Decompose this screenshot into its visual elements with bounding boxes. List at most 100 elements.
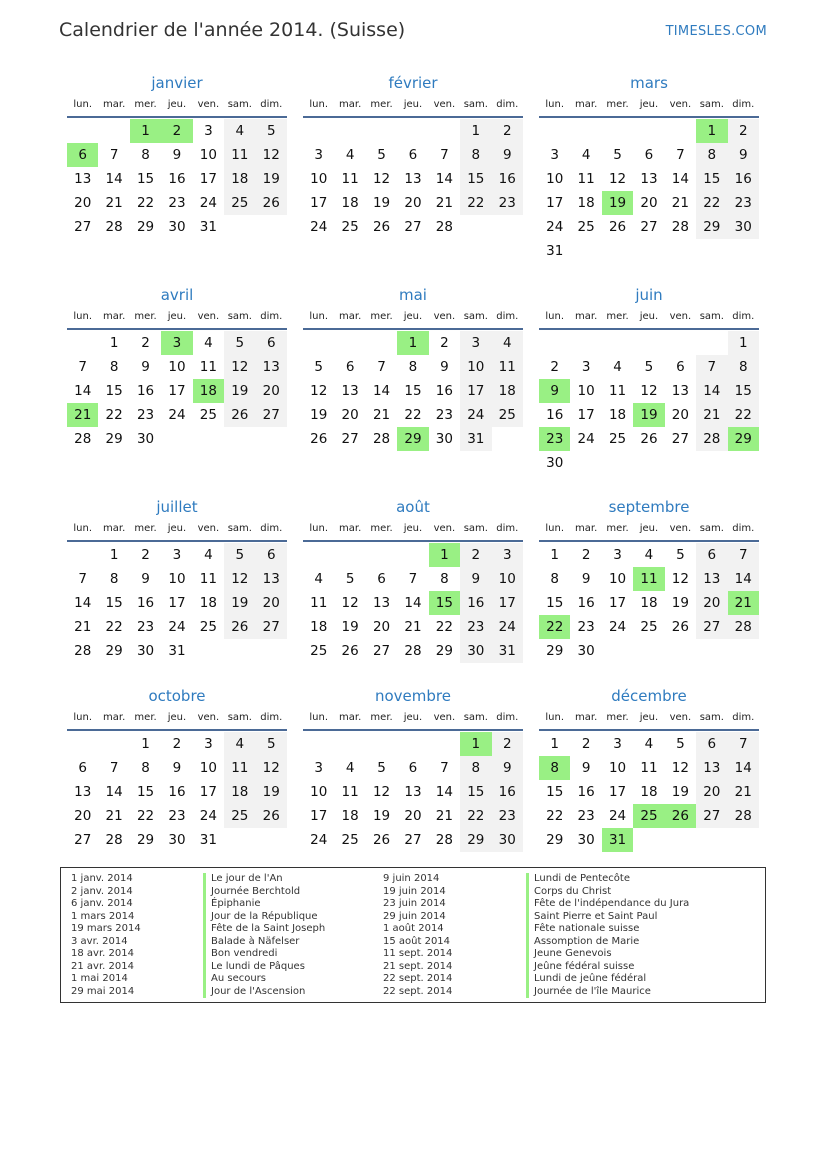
day-cell: 7 xyxy=(727,543,759,567)
day-cell: 24 xyxy=(577,431,595,447)
page-title: Calendrier de l'année 2014. (Suisse) xyxy=(59,19,406,41)
day-grid: 1 2 3 4 5 6 7 8 9 10 11 12 13 14 15 16 17 18 19 20 21 22 23 24 2… xyxy=(67,732,287,852)
day-cell: 22 xyxy=(136,195,155,211)
holiday-day-cell: 19 xyxy=(633,403,665,427)
day-cell: 21 xyxy=(696,403,728,427)
holiday-day-cell: 6 xyxy=(67,143,99,167)
holiday-day-cell: 3 xyxy=(161,331,193,355)
day-cell: 31 xyxy=(460,427,492,451)
day-cell: 2 xyxy=(491,119,523,143)
weekday-label: mer. xyxy=(606,712,629,723)
day-cell: 11 xyxy=(199,359,217,375)
empty-cell xyxy=(67,732,98,756)
legend-holiday-name: Fête de la Saint Joseph xyxy=(203,923,325,936)
day-cell: 12 xyxy=(224,355,256,379)
day-cell: 8 xyxy=(440,571,449,587)
day-grid: 1 2 3 4 5 6 7 8 9 10 11 12 13 14 15 16 17 18 19 20 21 22 23 24 2… xyxy=(303,119,523,239)
day-cell: 15 xyxy=(136,171,155,187)
empty-cell xyxy=(429,732,460,756)
day-cell: 5 xyxy=(224,331,256,355)
empty-cell xyxy=(366,331,397,355)
day-cell: 12 xyxy=(608,171,627,187)
day-cell: 15 xyxy=(460,167,492,191)
weekday-label: lun. xyxy=(309,712,329,723)
holiday-day-cell: 1 xyxy=(460,732,492,756)
day-cell: 29 xyxy=(435,643,453,659)
day-cell: 15 xyxy=(696,167,728,191)
legend-holiday-name: Jour de l'Ascension xyxy=(203,985,305,999)
legend-date: 3 avr. 2014 xyxy=(71,935,128,947)
month-title: janvier xyxy=(151,74,203,92)
holiday-day-cell: 25 xyxy=(633,804,665,828)
day-cell: 12 xyxy=(255,756,287,780)
day-cell: 18 xyxy=(577,195,595,211)
month-avril: avril lun. mar. mer. jeu. ven. sam. dim. 1 2 3 4 5 6 7… xyxy=(67,282,287,451)
weekday-label: mer. xyxy=(370,99,393,110)
legend-date: 18 avr. 2014 xyxy=(71,948,134,960)
day-cell: 16 xyxy=(546,407,564,423)
holiday-day-cell: 29 xyxy=(727,427,759,451)
day-cell: 9 xyxy=(141,359,150,375)
day-cell: 19 xyxy=(372,808,391,824)
day-cell: 30 xyxy=(136,431,155,447)
day-cell: 3 xyxy=(581,359,591,375)
day-cell: 26 xyxy=(224,403,256,427)
day-cell: 15 xyxy=(460,780,492,804)
day-cell: 2 xyxy=(172,736,182,752)
day-cell: 23 xyxy=(491,191,523,215)
day-cell: 16 xyxy=(136,595,155,611)
day-cell: 12 xyxy=(372,784,391,800)
day-cell: 22 xyxy=(460,191,492,215)
weekday-label: dim. xyxy=(732,523,755,534)
day-cell: 5 xyxy=(613,147,622,163)
day-cell: 7 xyxy=(78,359,87,375)
day-cell: 28 xyxy=(372,431,391,447)
empty-cell xyxy=(303,119,334,143)
day-cell: 13 xyxy=(341,383,359,399)
day-cell: 4 xyxy=(644,736,654,752)
empty-cell xyxy=(665,119,696,143)
day-cell: 25 xyxy=(199,407,217,423)
day-cell: 28 xyxy=(74,643,92,659)
day-cell: 5 xyxy=(377,147,386,163)
day-cell: 3 xyxy=(314,760,323,776)
weekday-label: mer. xyxy=(134,311,157,322)
day-cell: 26 xyxy=(224,615,256,639)
brand-link[interactable]: TIMESLES.COM xyxy=(665,24,767,39)
day-cell: 17 xyxy=(310,195,328,211)
month-title: octobre xyxy=(148,687,206,705)
weekday-label: sam. xyxy=(227,712,252,723)
day-cell: 25 xyxy=(577,219,595,235)
day-cell: 10 xyxy=(546,171,564,187)
weekday-label: dim. xyxy=(496,712,519,723)
day-cell: 11 xyxy=(224,143,256,167)
day-cell: 28 xyxy=(435,832,453,848)
day-cell: 9 xyxy=(172,147,182,163)
day-cell: 19 xyxy=(372,195,391,211)
month-title: mars xyxy=(630,74,668,92)
day-cell: 9 xyxy=(581,760,591,776)
day-cell: 13 xyxy=(74,784,92,800)
empty-cell xyxy=(334,732,365,756)
weekday-label: dim. xyxy=(732,99,755,110)
empty-cell xyxy=(366,732,397,756)
day-cell: 24 xyxy=(168,619,186,635)
empty-cell xyxy=(429,119,460,143)
month-title: juin xyxy=(635,286,663,304)
day-cell: 19 xyxy=(341,619,359,635)
weekday-label: dim. xyxy=(496,311,519,322)
day-cell: 21 xyxy=(404,619,422,635)
day-cell: 30 xyxy=(577,643,595,659)
day-cell: 19 xyxy=(255,167,287,191)
day-cell: 15 xyxy=(546,784,564,800)
day-cell: 22 xyxy=(105,407,123,423)
weekday-label: ven. xyxy=(433,523,456,534)
weekday-label: ven. xyxy=(669,712,692,723)
legend-holiday-name: Lundi de jeûne fédéral xyxy=(526,973,646,986)
holiday-day-cell: 1 xyxy=(397,331,429,355)
day-grid: 1 2 3 4 5 6 7 8 9 10 11 12 13 14 15 16 17 18 19 20 21 22 23 24 2… xyxy=(539,732,759,852)
weekday-label: lun. xyxy=(545,523,565,534)
day-cell: 4 xyxy=(644,547,654,563)
day-cell: 17 xyxy=(608,784,627,800)
legend-date: 15 août 2014 xyxy=(383,935,451,947)
